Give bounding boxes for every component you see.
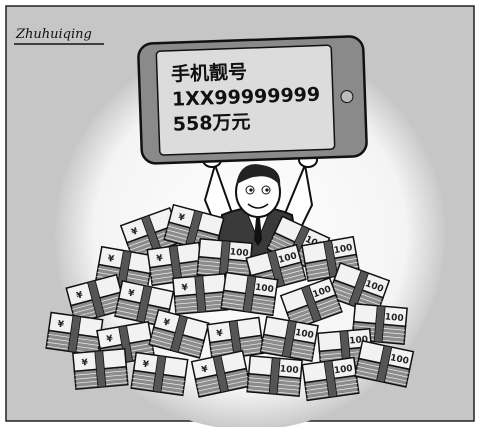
money-stack: 100	[302, 358, 359, 401]
screen-line: 558万元	[172, 111, 250, 136]
money-stack: ¥	[46, 313, 103, 356]
screen-line: 手机靓号	[171, 60, 248, 86]
money-stack: ¥	[173, 274, 228, 314]
banknote-label: 100	[384, 312, 404, 324]
money-stack: 100	[221, 273, 278, 316]
money-stack: 100	[247, 356, 302, 396]
money-stack: ¥	[73, 349, 128, 389]
banknote-label: 100	[229, 247, 249, 259]
illustration: Zhuhuiqing 手机靓号 1XX99999999 558万元 ¥¥1001…	[0, 0, 480, 427]
money-stack: ¥	[131, 353, 188, 396]
signature: Zhuhuiqing	[15, 27, 92, 42]
phone: 手机靓号 1XX99999999 558万元	[138, 36, 367, 164]
banknote-label: 100	[279, 364, 299, 376]
